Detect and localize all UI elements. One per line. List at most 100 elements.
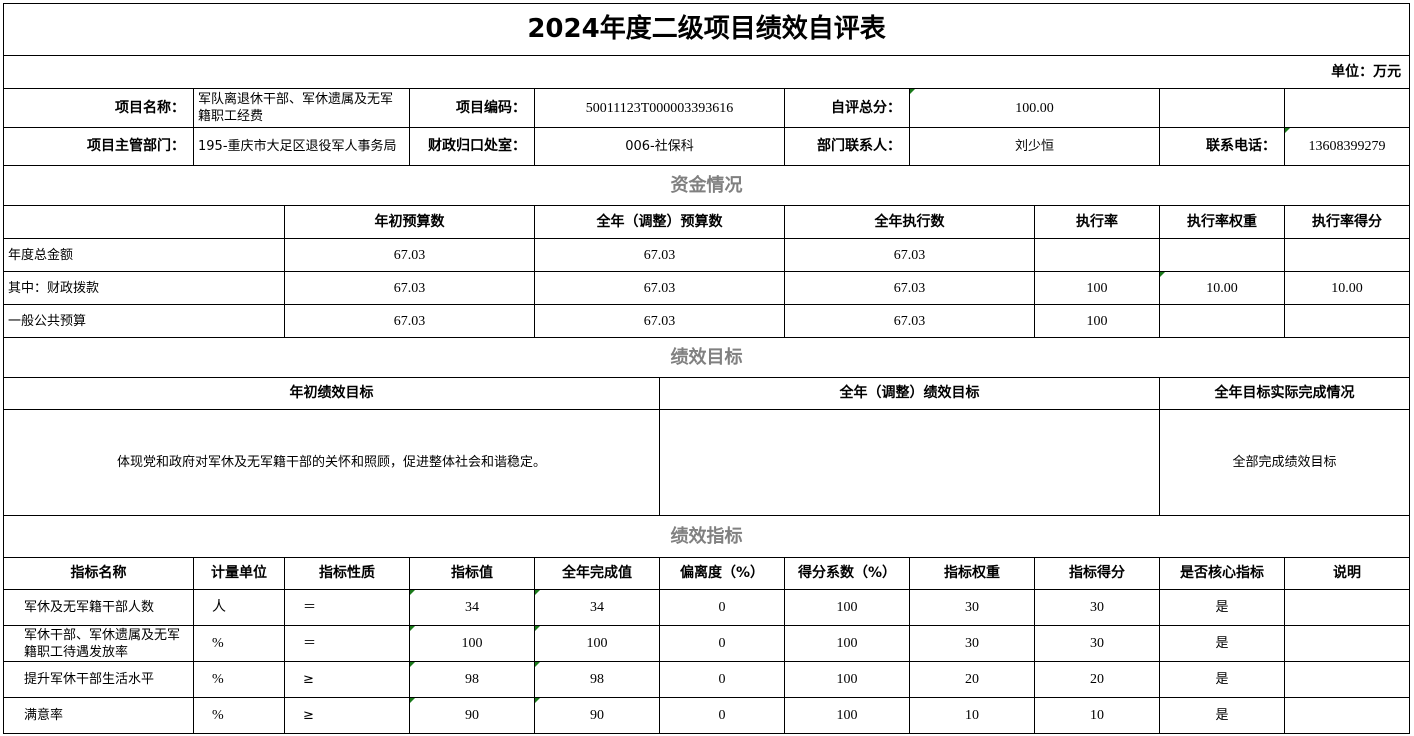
goals-header: 年初绩效目标 (3, 377, 660, 410)
indicator-cell[interactable]: 10 (909, 697, 1035, 734)
indicator-cell[interactable] (1283, 661, 1411, 698)
indicators-header: 说明 (1283, 557, 1411, 590)
score-value[interactable]: 100.00 (909, 88, 1160, 128)
indicator-cell[interactable]: 30 (1034, 625, 1160, 662)
funds-header: 全年（调整）预算数 (534, 205, 785, 239)
funds-cell[interactable] (1283, 238, 1411, 272)
indicators-header: 偏离度（%） (659, 557, 785, 590)
goals-value[interactable]: 体现党和政府对军休及无军籍干部的关怀和照顾，促进整体社会和谐稳定。 (3, 409, 660, 516)
indicator-cell[interactable]: 30 (1034, 589, 1160, 626)
funds-cell[interactable]: 67.03 (284, 304, 535, 338)
dept-label: 项目主管部门： (3, 127, 194, 166)
indicator-cell[interactable]: 34 (409, 589, 535, 626)
funds-cell[interactable]: 67.03 (534, 271, 785, 305)
goals-header: 全年目标实际完成情况 (1158, 377, 1411, 410)
funds-cell[interactable]: 67.03 (784, 238, 1035, 272)
indicator-cell[interactable]: 90 (534, 697, 660, 734)
indicator-cell[interactable]: % (193, 661, 285, 698)
indicator-cell[interactable]: 30 (909, 589, 1035, 626)
indicator-cell[interactable]: 20 (909, 661, 1035, 698)
funds-header: 全年执行数 (784, 205, 1035, 239)
header-empty (3, 205, 285, 239)
funds-cell[interactable]: 67.03 (534, 304, 785, 338)
project-code-value[interactable]: 50011123T000003393616 (534, 88, 785, 128)
project-name-value[interactable]: 军队离退休干部、军休遗属及无军籍职工经费 (193, 88, 410, 128)
indicator-cell[interactable]: 0 (659, 661, 785, 698)
indicator-cell[interactable] (1283, 589, 1411, 626)
funds-cell[interactable]: 67.03 (284, 271, 535, 305)
funds-row: 年度总金额 67.03 67.03 67.03 (3, 238, 1411, 272)
indicator-cell[interactable]: ≥ (284, 697, 410, 734)
indicators-header: 指标值 (409, 557, 535, 590)
indicators-header: 指标性质 (284, 557, 410, 590)
indicator-cell[interactable]: 军休干部、军休遗属及无军籍职工待遇发放率 (3, 625, 194, 662)
indicators-header: 得分系数（%） (784, 557, 910, 590)
indicator-cell[interactable]: % (193, 625, 285, 662)
funds-cell[interactable] (1283, 304, 1411, 338)
indicator-cell[interactable]: 满意率 (3, 697, 194, 734)
indicator-cell[interactable]: 100 (409, 625, 535, 662)
indicator-cell[interactable]: 是 (1159, 697, 1285, 734)
goals-value[interactable]: 全部完成绩效目标 (1158, 409, 1411, 516)
indicator-cell[interactable]: 34 (534, 589, 660, 626)
indicator-cell[interactable]: 20 (1034, 661, 1160, 698)
funds-cell[interactable] (1159, 238, 1285, 272)
indicator-cell[interactable]: ≥ (284, 661, 410, 698)
indicator-cell[interactable]: 军休及无军籍干部人数 (3, 589, 194, 626)
indicator-cell[interactable]: 是 (1159, 589, 1285, 626)
phone-value[interactable]: 13608399279 (1283, 127, 1411, 166)
indicator-cell[interactable]: 0 (659, 625, 785, 662)
office-value[interactable]: 006-社保科 (534, 127, 785, 166)
funds-row-label: 一般公共预算 (3, 304, 285, 338)
section-funds: 资金情况 (2, 165, 1411, 206)
indicator-row: 军休干部、军休遗属及无军籍职工待遇发放率% ＝ 100 100 0 100 30 30 是 (3, 625, 1411, 662)
goals-value[interactable] (659, 409, 1160, 516)
empty-cell[interactable] (1283, 88, 1411, 128)
page-title: 2024年度二级项目绩效自评表 (2, 3, 1411, 56)
indicator-cell[interactable]: 98 (409, 661, 535, 698)
funds-cell[interactable]: 100 (1034, 304, 1160, 338)
indicators-header: 指标名称 (3, 557, 194, 590)
funds-cell[interactable]: 67.03 (284, 238, 535, 272)
indicator-cell[interactable]: % (193, 697, 285, 734)
indicator-cell[interactable]: 人 (193, 589, 285, 626)
funds-cell[interactable]: 67.03 (784, 304, 1035, 338)
indicator-cell[interactable]: 100 (534, 625, 660, 662)
indicator-cell[interactable]: 100 (784, 697, 910, 734)
indicator-cell[interactable]: 是 (1159, 661, 1285, 698)
funds-cell[interactable]: 100 (1034, 271, 1160, 305)
funds-header: 执行率权重 (1159, 205, 1285, 239)
indicator-cell[interactable]: 0 (659, 589, 785, 626)
funds-cell[interactable]: 67.03 (534, 238, 785, 272)
indicator-cell[interactable]: ＝ (284, 589, 410, 626)
indicators-header: 指标权重 (909, 557, 1035, 590)
indicator-cell[interactable]: 100 (784, 589, 910, 626)
funds-row-label: 年度总金额 (3, 238, 285, 272)
funds-cell[interactable]: 67.03 (784, 271, 1035, 305)
indicator-cell[interactable] (1283, 697, 1411, 734)
indicator-cell[interactable]: 提升军休干部生活水平 (3, 661, 194, 698)
indicators-header: 计量单位 (193, 557, 285, 590)
indicator-cell[interactable]: 90 (409, 697, 535, 734)
funds-cell[interactable] (1159, 304, 1285, 338)
indicator-cell[interactable]: 30 (909, 625, 1035, 662)
indicator-cell[interactable]: ＝ (284, 625, 410, 662)
indicator-cell[interactable]: 0 (659, 697, 785, 734)
dept-value[interactable]: 195-重庆市大足区退役军人事务局 (193, 127, 410, 166)
phone-label: 联系电话： (1159, 127, 1285, 166)
indicator-cell[interactable]: 98 (534, 661, 660, 698)
indicator-cell[interactable]: 10 (1034, 697, 1160, 734)
funds-header: 年初预算数 (284, 205, 535, 239)
performance-evaluation-table: 2024年度二级项目绩效自评表 单位：万元 项目名称： 军队离退休干部、军休遗属… (2, 3, 1411, 734)
indicator-cell[interactable] (1283, 625, 1411, 662)
indicator-cell[interactable]: 是 (1159, 625, 1285, 662)
empty-cell[interactable] (1159, 88, 1285, 128)
funds-cell[interactable] (1034, 238, 1160, 272)
indicator-cell[interactable]: 100 (784, 661, 910, 698)
funds-cell[interactable]: 10.00 (1283, 271, 1411, 305)
office-label: 财政归口处室： (409, 127, 535, 166)
funds-cell[interactable]: 10.00 (1159, 271, 1285, 305)
indicator-row: 提升军休干部生活水平% ≥98 98 0 100 20 20 是 (3, 661, 1411, 698)
indicator-cell[interactable]: 100 (784, 625, 910, 662)
contact-value[interactable]: 刘少恒 (909, 127, 1160, 166)
